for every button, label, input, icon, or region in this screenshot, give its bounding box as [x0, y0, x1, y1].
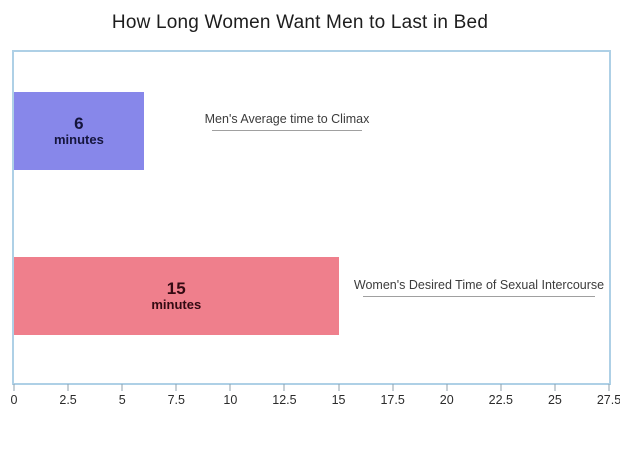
- bar-unit-label: minutes: [53, 132, 104, 148]
- x-tick-label: 17.5: [380, 393, 405, 407]
- x-tick-label: 0: [10, 393, 18, 407]
- x-tick-mark: [175, 384, 177, 391]
- x-axis-ticks: 0 2.5 5 7.5 10 12.5 15 17.5 20 22.5 25 27.5: [10, 384, 620, 414]
- chart-title: How Long Women Want Men to Last in Bed: [111, 12, 489, 33]
- annotation-text: Women's Desired Time of Sexual Intercour…: [353, 278, 605, 292]
- plot-area: 6 minutes Men's Average time to Climax 1…: [12, 50, 611, 385]
- annotation-text: Men's Average time to Climax: [204, 112, 370, 126]
- bar-value-label: 6: [74, 113, 84, 133]
- annotation-men-average-time: Men's Average time to Climax: [192, 112, 382, 131]
- bar-unit-label: minutes: [151, 297, 202, 313]
- x-tick-label: 27.5: [596, 393, 620, 407]
- annotation-underline: [212, 130, 362, 131]
- x-tick-mark: [554, 384, 556, 391]
- bar-women-desired-time: 15 minutes: [14, 257, 339, 335]
- x-tick-mark: [229, 384, 231, 391]
- x-tick-mark: [121, 384, 123, 391]
- bar-men-average-time: 6 minutes: [14, 92, 144, 170]
- x-tick-mark: [13, 384, 15, 391]
- x-tick-mark: [338, 384, 340, 391]
- x-tick-label: 12.5: [272, 393, 297, 407]
- x-tick-mark: [283, 384, 285, 391]
- x-tick-label: 22.5: [488, 393, 513, 407]
- x-tick-label: 2.5: [59, 393, 77, 407]
- x-tick-label: 20: [439, 393, 454, 407]
- x-tick-label: 15: [331, 393, 346, 407]
- x-tick-label: 7.5: [167, 393, 185, 407]
- annotation-underline: [363, 296, 595, 297]
- x-tick-mark: [500, 384, 502, 391]
- x-tick-mark: [608, 384, 610, 391]
- annotation-women-desired-time: Women's Desired Time of Sexual Intercour…: [350, 278, 608, 297]
- x-tick-label: 5: [118, 393, 126, 407]
- x-tick-mark: [446, 384, 448, 391]
- bar-value-label: 15: [166, 278, 186, 298]
- x-tick-label: 25: [547, 393, 562, 407]
- x-tick-mark: [392, 384, 394, 391]
- x-tick-label: 10: [223, 393, 238, 407]
- x-tick-mark: [67, 384, 69, 391]
